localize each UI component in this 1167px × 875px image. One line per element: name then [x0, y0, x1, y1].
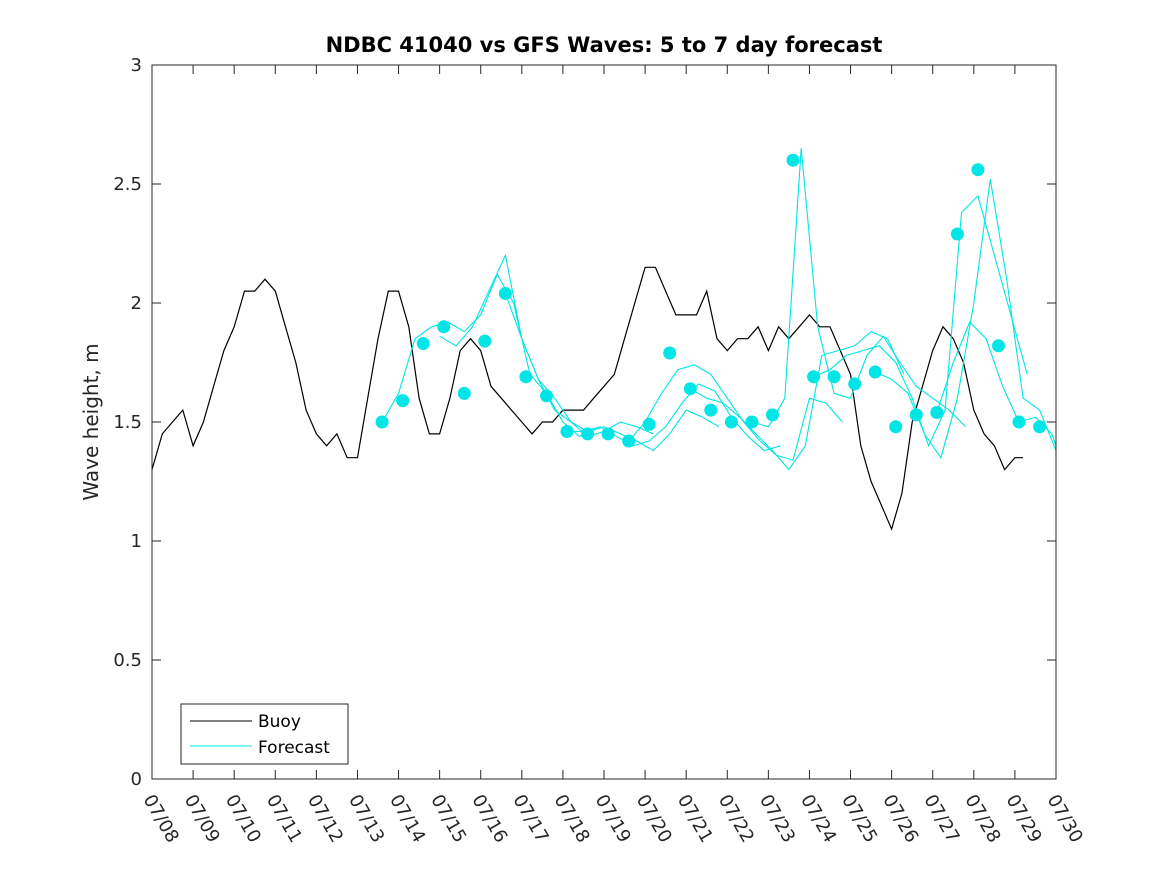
forecast-marker [560, 425, 574, 438]
forecast-marker [992, 339, 1005, 353]
y-tick-label: 1.5 [113, 412, 142, 433]
forecast-marker [1033, 420, 1047, 434]
forecast-trace-5 [690, 330, 905, 471]
forecast-marker [498, 287, 512, 300]
forecast-marker [868, 365, 882, 379]
forecast-marker [663, 346, 677, 360]
forecast-marker [601, 427, 615, 441]
forecast-marker [704, 403, 718, 417]
forecast-marker [807, 370, 821, 384]
chart-title: NDBC 41040 vs GFS Waves: 5 to 7 day fore… [326, 33, 883, 57]
forecast-trace-3 [567, 383, 781, 452]
forecast-marker [909, 408, 923, 422]
forecast-marker [827, 370, 841, 384]
y-tick-label: 0 [131, 769, 142, 790]
forecast-marker [642, 417, 656, 431]
forecast-trace-9 [936, 321, 1057, 446]
forecast-marker [786, 153, 800, 167]
series-layer [151, 148, 1057, 531]
forecast-marker [581, 427, 595, 441]
forecast-marker [416, 337, 430, 350]
forecast-marker [478, 334, 492, 348]
forecast-trace-8 [874, 179, 1057, 459]
legend-buoy-label: Buoy [258, 712, 301, 732]
forecast-marker [930, 406, 944, 419]
forecast-marker [950, 227, 964, 241]
legend: Buoy Forecast [180, 703, 349, 765]
forecast-marker [745, 415, 759, 429]
forecast-marker [622, 434, 636, 448]
buoy-series-line [151, 266, 1024, 531]
y-tick-label: 1 [131, 531, 142, 552]
forecast-marker [1012, 415, 1026, 429]
forecast-marker [848, 377, 862, 391]
forecast-marker [724, 415, 738, 429]
y-tick-label: 2.5 [113, 174, 142, 195]
y-tick-label: 2 [131, 293, 142, 314]
forecast-trace-6 [751, 148, 966, 428]
forecast-marker [540, 389, 553, 403]
y-axis-label: Wave height, m [79, 343, 103, 500]
forecast-marker [519, 370, 533, 384]
y-tick-label: 3 [131, 55, 142, 76]
forecast-marker [766, 408, 779, 422]
forecast-marker [889, 420, 903, 434]
legend-box [180, 703, 349, 765]
forecast-marker [457, 386, 471, 400]
forecast-marker [971, 163, 985, 177]
forecast-marker [375, 415, 389, 429]
plot-area [152, 65, 1056, 779]
forecast-marker [683, 382, 697, 396]
legend-forecast-label: Forecast [258, 738, 330, 758]
forecast-marker [437, 320, 451, 334]
forecast-marker [396, 394, 410, 408]
y-tick-label: 0.5 [113, 650, 142, 671]
forecast-trace-7 [813, 194, 1028, 448]
forecast-trace-0 [381, 273, 597, 437]
forecast-trace-4 [628, 364, 843, 461]
